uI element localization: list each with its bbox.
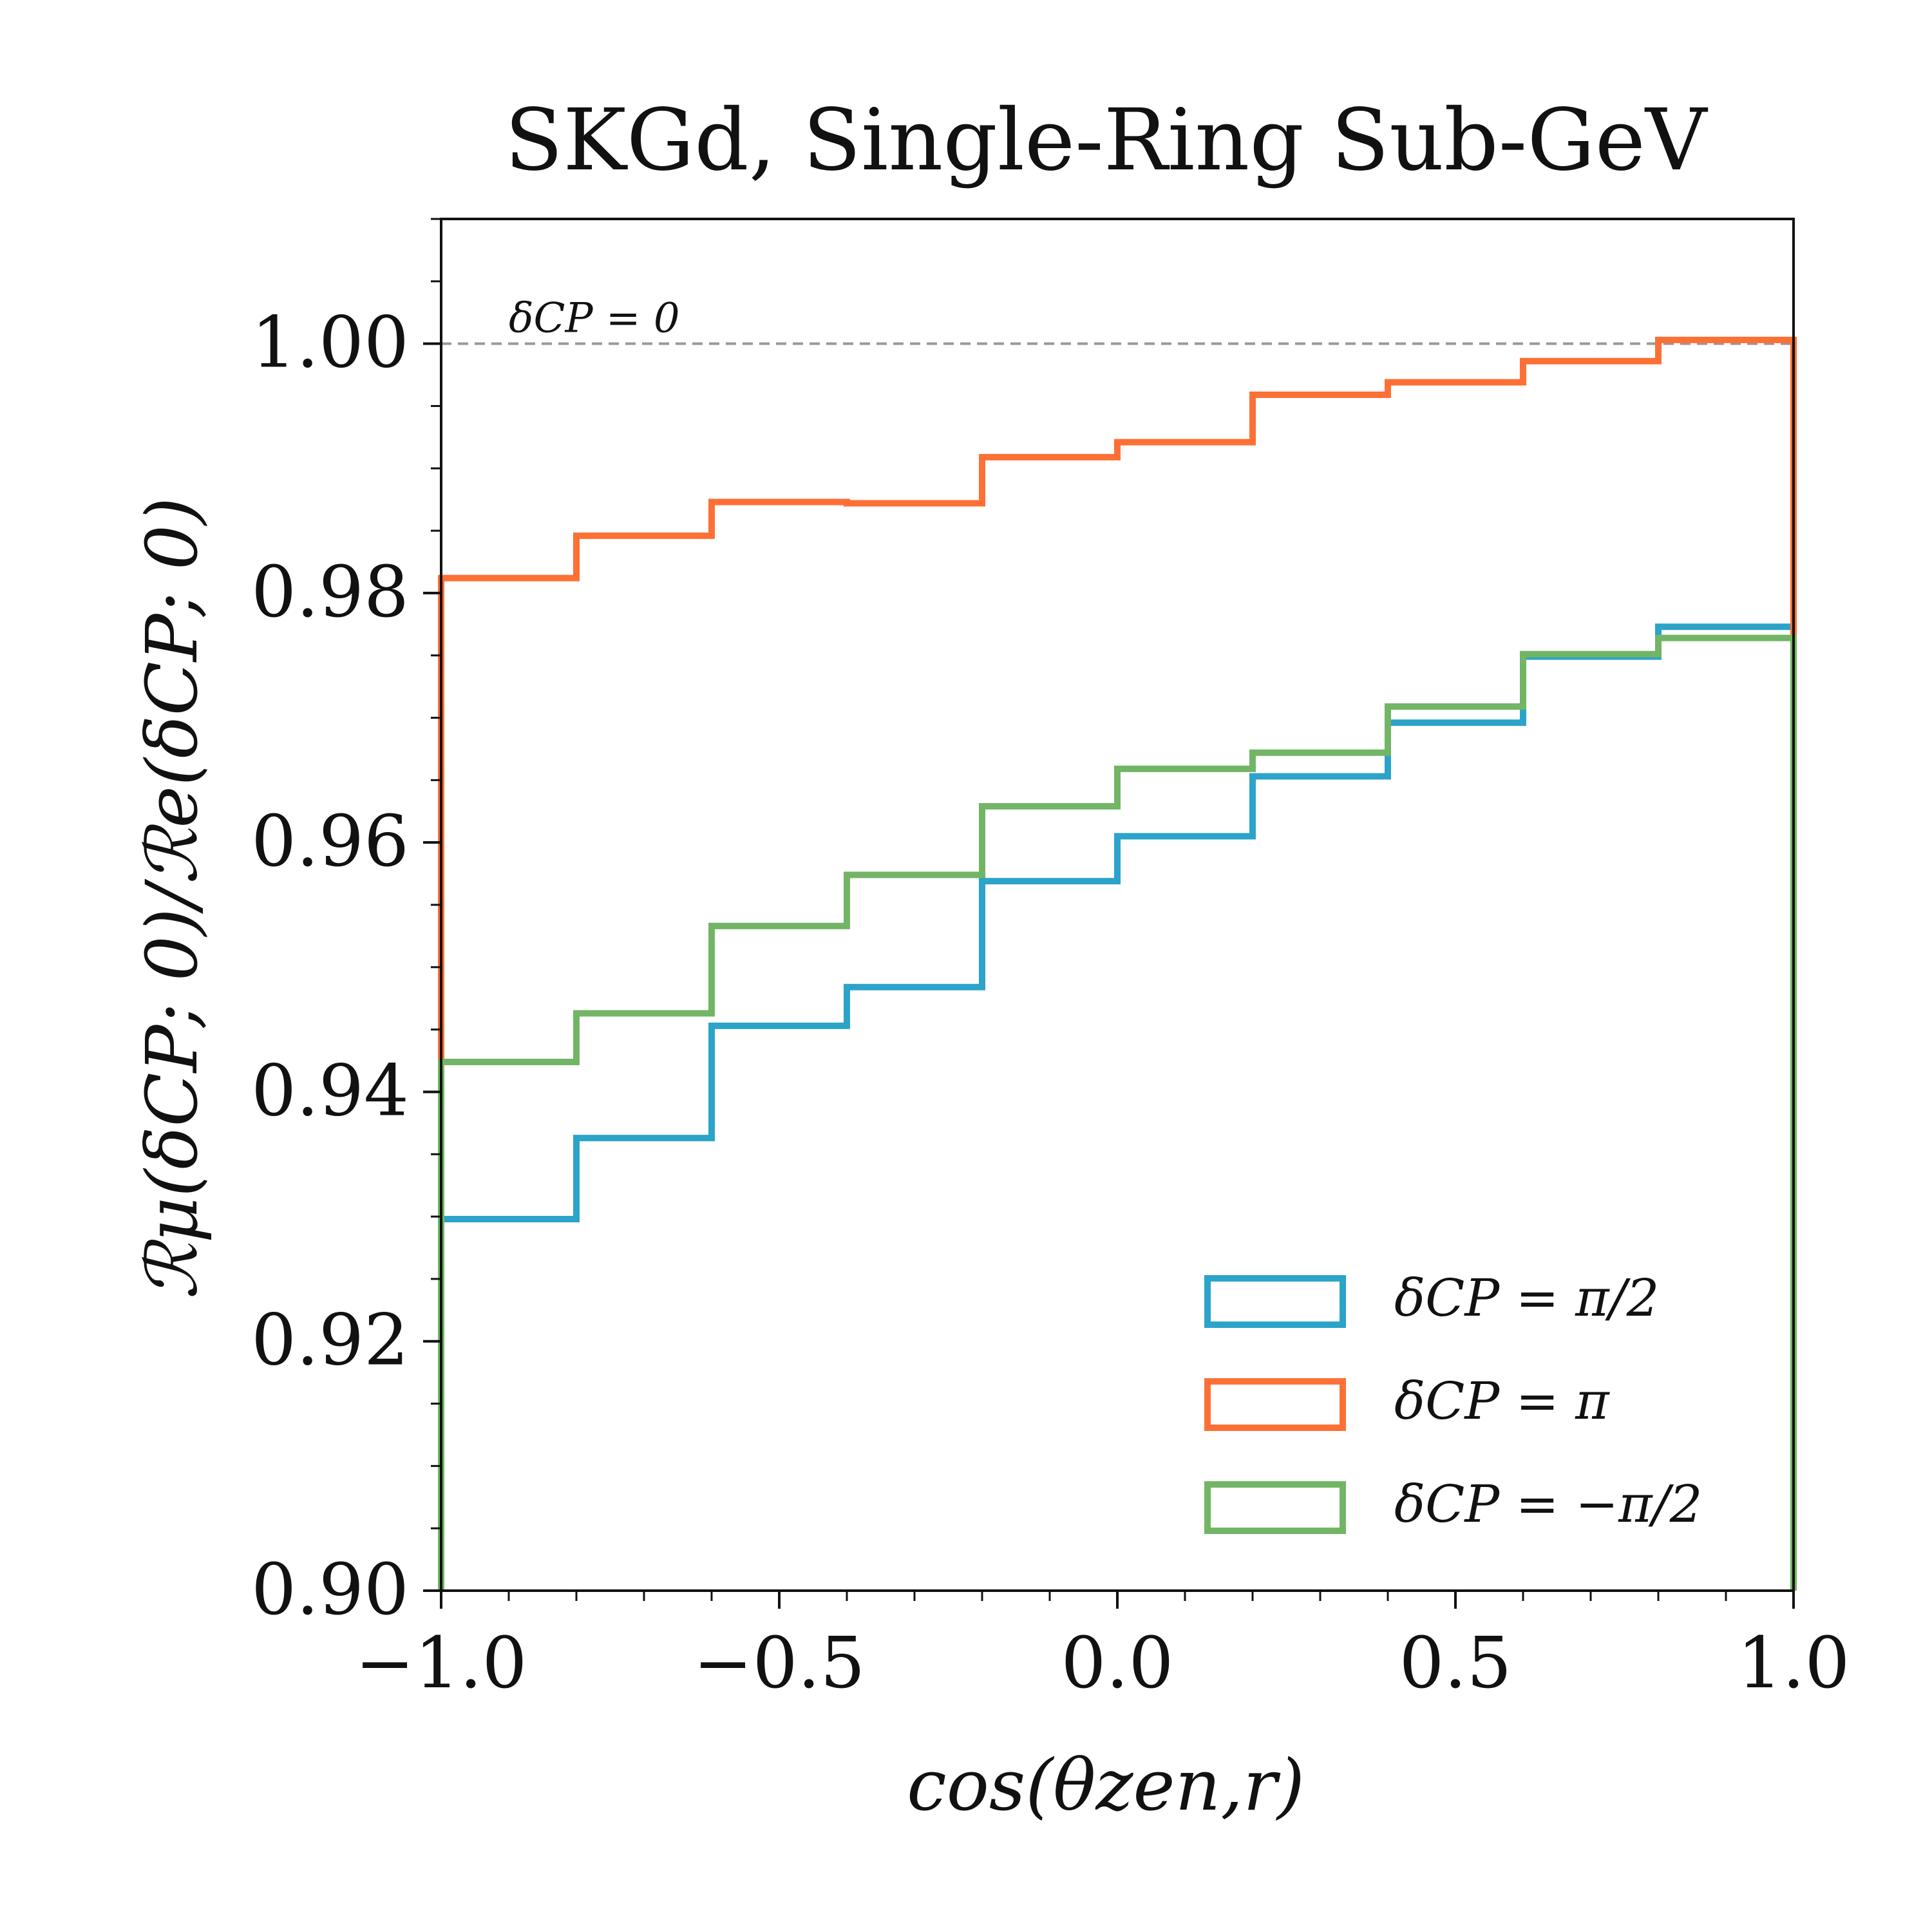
legend-label-2: δCP = −π/2	[1394, 1474, 1703, 1534]
legend-label-1: δCP = π	[1394, 1371, 1610, 1431]
legend-swatch-0	[1204, 1275, 1346, 1328]
legend-swatch-1	[1204, 1378, 1346, 1431]
x-axis: −1.0 −0.5 0.0 0.5 1.0	[355, 1591, 1850, 1704]
y-axis: 0.90 0.92 0.94 0.96 0.98 1.00	[251, 218, 441, 1631]
y-tick-label-2: 0.94	[251, 1049, 409, 1132]
y-tick-label-0: 0.90	[251, 1548, 409, 1631]
y-axis-label: ℛμ(δCP; 0)/ℛe(δCP; 0)	[131, 497, 213, 1300]
series-line-2	[438, 634, 1797, 1591]
x-tick-label-4: 1.0	[1738, 1622, 1850, 1704]
x-axis-label: cos(θzen,r)	[907, 1744, 1305, 1826]
legend-label-0: δCP = π/2	[1394, 1268, 1660, 1328]
x-tick-label-1: −0.5	[693, 1622, 865, 1704]
chart-title: SKGd, Single-Ring Sub-GeV	[505, 91, 1709, 190]
reference-line-label: δCP = 0	[509, 295, 680, 343]
x-tick-label-3: 0.5	[1399, 1622, 1512, 1704]
x-tick-label-2: 0.0	[1061, 1622, 1174, 1704]
x-tick-label-0: −1.0	[355, 1622, 527, 1704]
series-line-1	[438, 336, 1797, 1591]
y-tick-label-3: 0.96	[251, 800, 409, 882]
series-layer	[438, 336, 1797, 1591]
legend: δCP = π/2 δCP = π δCP = −π/2	[1204, 1268, 1703, 1534]
y-tick-label-4: 0.98	[251, 551, 409, 633]
y-tick-label-5: 1.00	[251, 301, 409, 384]
reference-line-group: δCP = 0	[441, 295, 1794, 345]
y-tick-label-1: 0.92	[251, 1299, 409, 1381]
legend-swatch-2	[1204, 1481, 1346, 1534]
